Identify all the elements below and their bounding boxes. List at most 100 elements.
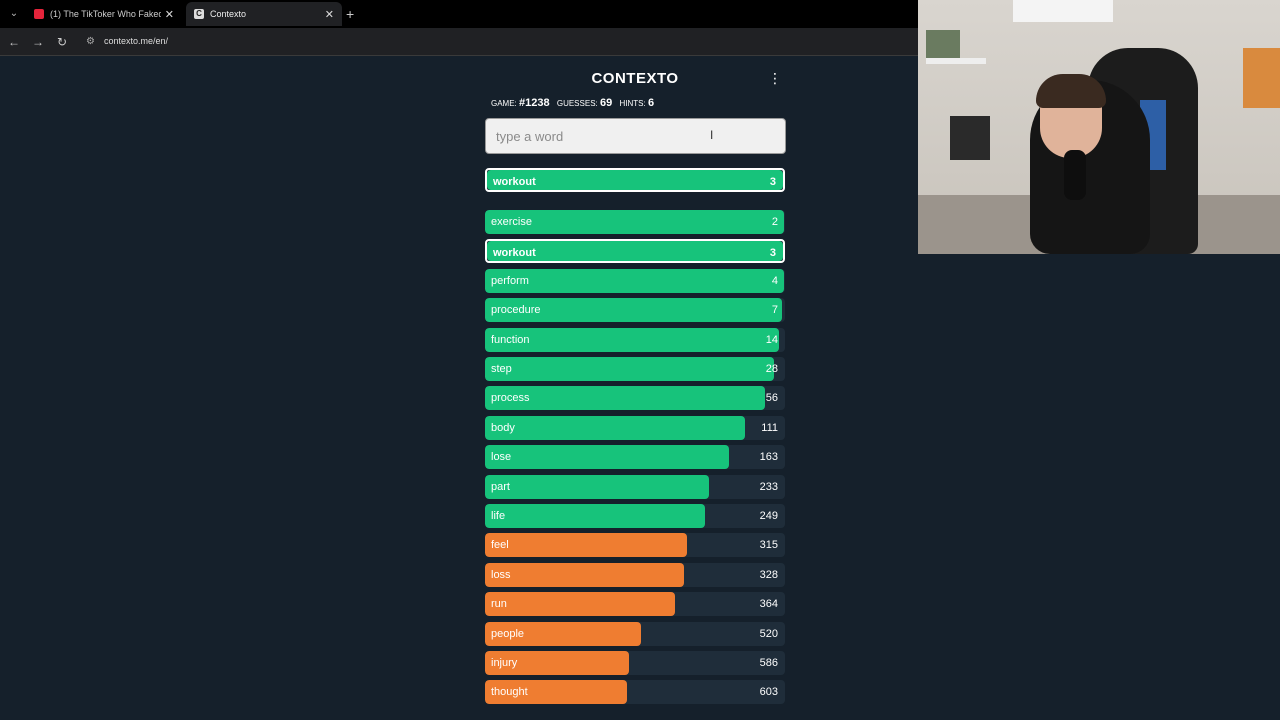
guess-word: step [491, 363, 512, 375]
game-title: CONTEXTO [591, 70, 679, 87]
guess-word: lose [491, 451, 512, 463]
shopping-bag [950, 116, 990, 160]
guess-rank: 111 [761, 422, 778, 434]
guess-rank: 4 [771, 275, 778, 287]
new-tab-plus-icon[interactable]: + [346, 6, 355, 22]
guess-rank: 520 [759, 628, 778, 640]
contexto-favicon-icon: C [194, 9, 204, 19]
guess-word: body [491, 422, 515, 434]
guess-bar [485, 328, 779, 352]
guess-word: exercise [491, 216, 532, 228]
guess-word: workout [493, 247, 536, 259]
guess-word: process [491, 392, 530, 404]
wall-shelf [926, 58, 986, 64]
guess-bar [485, 592, 675, 616]
guess-bar [485, 269, 785, 293]
guess-bar [485, 386, 765, 410]
guess-bar [485, 680, 627, 704]
guess-bar [485, 210, 785, 234]
word-input[interactable] [485, 118, 786, 154]
guess-row: body 111 [485, 416, 785, 440]
last-guess-bar [487, 170, 783, 190]
guess-row: workout 3 [485, 239, 785, 263]
close-tab-icon[interactable]: ✕ [164, 8, 174, 21]
site-info-icon[interactable]: ⚙ [86, 36, 95, 47]
guess-word: people [491, 628, 525, 640]
guess-rank: 328 [759, 569, 778, 581]
youtube-favicon-icon [34, 9, 44, 19]
guess-bar [485, 298, 782, 322]
guess-rank: 56 [765, 392, 778, 404]
guess-rank: 7 [771, 304, 778, 316]
streamer-hair [1036, 74, 1106, 108]
tab-search-chevron-icon[interactable]: ⌄ [9, 8, 19, 19]
guess-bar [485, 504, 705, 528]
url-text[interactable]: contexto.me/en/ [104, 36, 169, 46]
guess-row: procedure 7 [485, 298, 785, 322]
guess-bar [485, 563, 684, 587]
guess-word: procedure [491, 304, 541, 316]
forward-arrow-icon[interactable]: → [32, 35, 44, 49]
guess-bar [485, 622, 641, 646]
guess-row: exercise 2 [485, 210, 785, 234]
guess-word: function [491, 334, 530, 346]
guess-rank: 3 [769, 247, 776, 259]
guess-row: perform 4 [485, 269, 785, 293]
game-number: #1238 [519, 97, 550, 109]
last-guess-row: workout 3 [485, 168, 785, 192]
reload-icon[interactable]: ↻ [56, 35, 68, 49]
guess-rank: 163 [759, 451, 778, 463]
guess-word: perform [491, 275, 529, 287]
hints-count: 6 [647, 97, 655, 109]
kebab-menu-icon[interactable]: ⋮ [768, 70, 782, 86]
guess-bar [485, 416, 746, 440]
microphone [1064, 150, 1086, 200]
tab-title: (1) The TikToker Who Faked Bra [50, 9, 161, 19]
guess-rank: 2 [771, 216, 778, 228]
guess-row: loss 328 [485, 563, 785, 587]
guess-row: people 520 [485, 622, 785, 646]
guess-row: injury 586 [485, 651, 785, 675]
guess-row: run 364 [485, 592, 785, 616]
guess-word: life [491, 510, 506, 522]
game-label: GAME: [491, 99, 517, 108]
guess-rank: 603 [759, 686, 778, 698]
last-guess-word: workout [493, 176, 536, 188]
guess-bar [485, 357, 774, 381]
guess-word: loss [491, 569, 511, 581]
guess-rank: 14 [765, 334, 778, 346]
guess-row: lose 163 [485, 445, 785, 469]
guess-bar [485, 651, 629, 675]
tab-youtube[interactable]: (1) The TikToker Who Faked Bra ✕ [26, 2, 182, 26]
webcam-overlay [918, 0, 1280, 254]
guesses-label: GUESSES: [556, 99, 598, 108]
guess-row: process 56 [485, 386, 785, 410]
guess-row: part 233 [485, 475, 785, 499]
text-cursor-icon: I [710, 128, 714, 142]
close-tab-icon[interactable]: ✕ [324, 8, 334, 21]
guess-row: life 249 [485, 504, 785, 528]
guesses-count: 69 [599, 97, 613, 109]
guess-word: injury [491, 657, 518, 669]
guess-rank: 315 [759, 539, 778, 551]
guess-bar [485, 533, 687, 557]
guess-rank: 28 [765, 363, 778, 375]
guess-row: function 14 [485, 328, 785, 352]
tab-contexto[interactable]: C Contexto ✕ [186, 2, 342, 26]
guess-bar [487, 241, 783, 261]
guess-bar [485, 445, 729, 469]
hints-label: HINTS: [619, 99, 646, 108]
guess-rank: 233 [759, 481, 778, 493]
wall-poster [926, 30, 960, 60]
guess-row: thought 603 [485, 680, 785, 704]
whiteboard [1013, 0, 1113, 22]
last-guess-rank: 3 [769, 176, 776, 188]
guess-word: run [491, 598, 507, 610]
game-stats: GAME: #1238 GUESSES: 69 HINTS: 6 [491, 97, 659, 109]
orange-box [1243, 48, 1280, 108]
guess-row: feel 315 [485, 533, 785, 557]
guess-rank: 249 [759, 510, 778, 522]
back-arrow-icon[interactable]: ← [8, 35, 20, 49]
guess-word: part [491, 481, 510, 493]
guess-row: step 28 [485, 357, 785, 381]
